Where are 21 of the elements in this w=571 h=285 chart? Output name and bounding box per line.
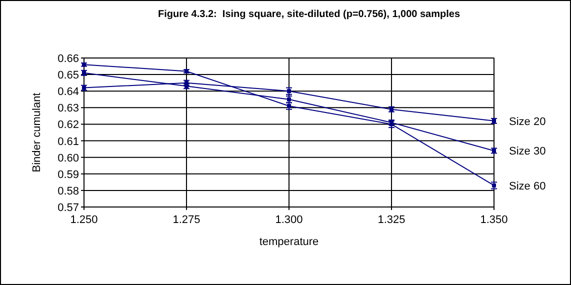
- series-label: Size 20: [509, 116, 546, 128]
- y-tick-label: 0.66: [58, 53, 79, 65]
- x-axis-title: temperature: [259, 236, 319, 248]
- y-tick-label: 0.61: [58, 136, 79, 148]
- y-tick-label: 0.63: [58, 102, 79, 115]
- y-tick-label: 0.65: [58, 70, 79, 82]
- y-tick-label: 0.57: [58, 202, 79, 214]
- x-tick-label: 1.250: [70, 214, 98, 226]
- series-label: Size 30: [509, 146, 546, 158]
- y-tick-label: 0.62: [58, 119, 79, 132]
- chart-title: Figure 4.3.2: Ising square, site-diluted (p=0.756), 1,000 samples: [158, 9, 460, 20]
- y-tick-label: 0.64: [58, 86, 79, 98]
- x-tick-label: 1.275: [172, 214, 200, 226]
- y-tick-label: 0.59: [58, 168, 79, 181]
- x-tick-label: 1.300: [275, 214, 303, 226]
- y-tick-label: 0.60: [58, 152, 79, 164]
- y-axis-title: Binder cumulant: [31, 92, 43, 172]
- x-tick-label: 1.350: [480, 214, 508, 226]
- series-label: Size 60: [509, 180, 546, 192]
- x-tick-label: 1.325: [378, 214, 406, 226]
- y-tick-label: 0.58: [58, 185, 79, 198]
